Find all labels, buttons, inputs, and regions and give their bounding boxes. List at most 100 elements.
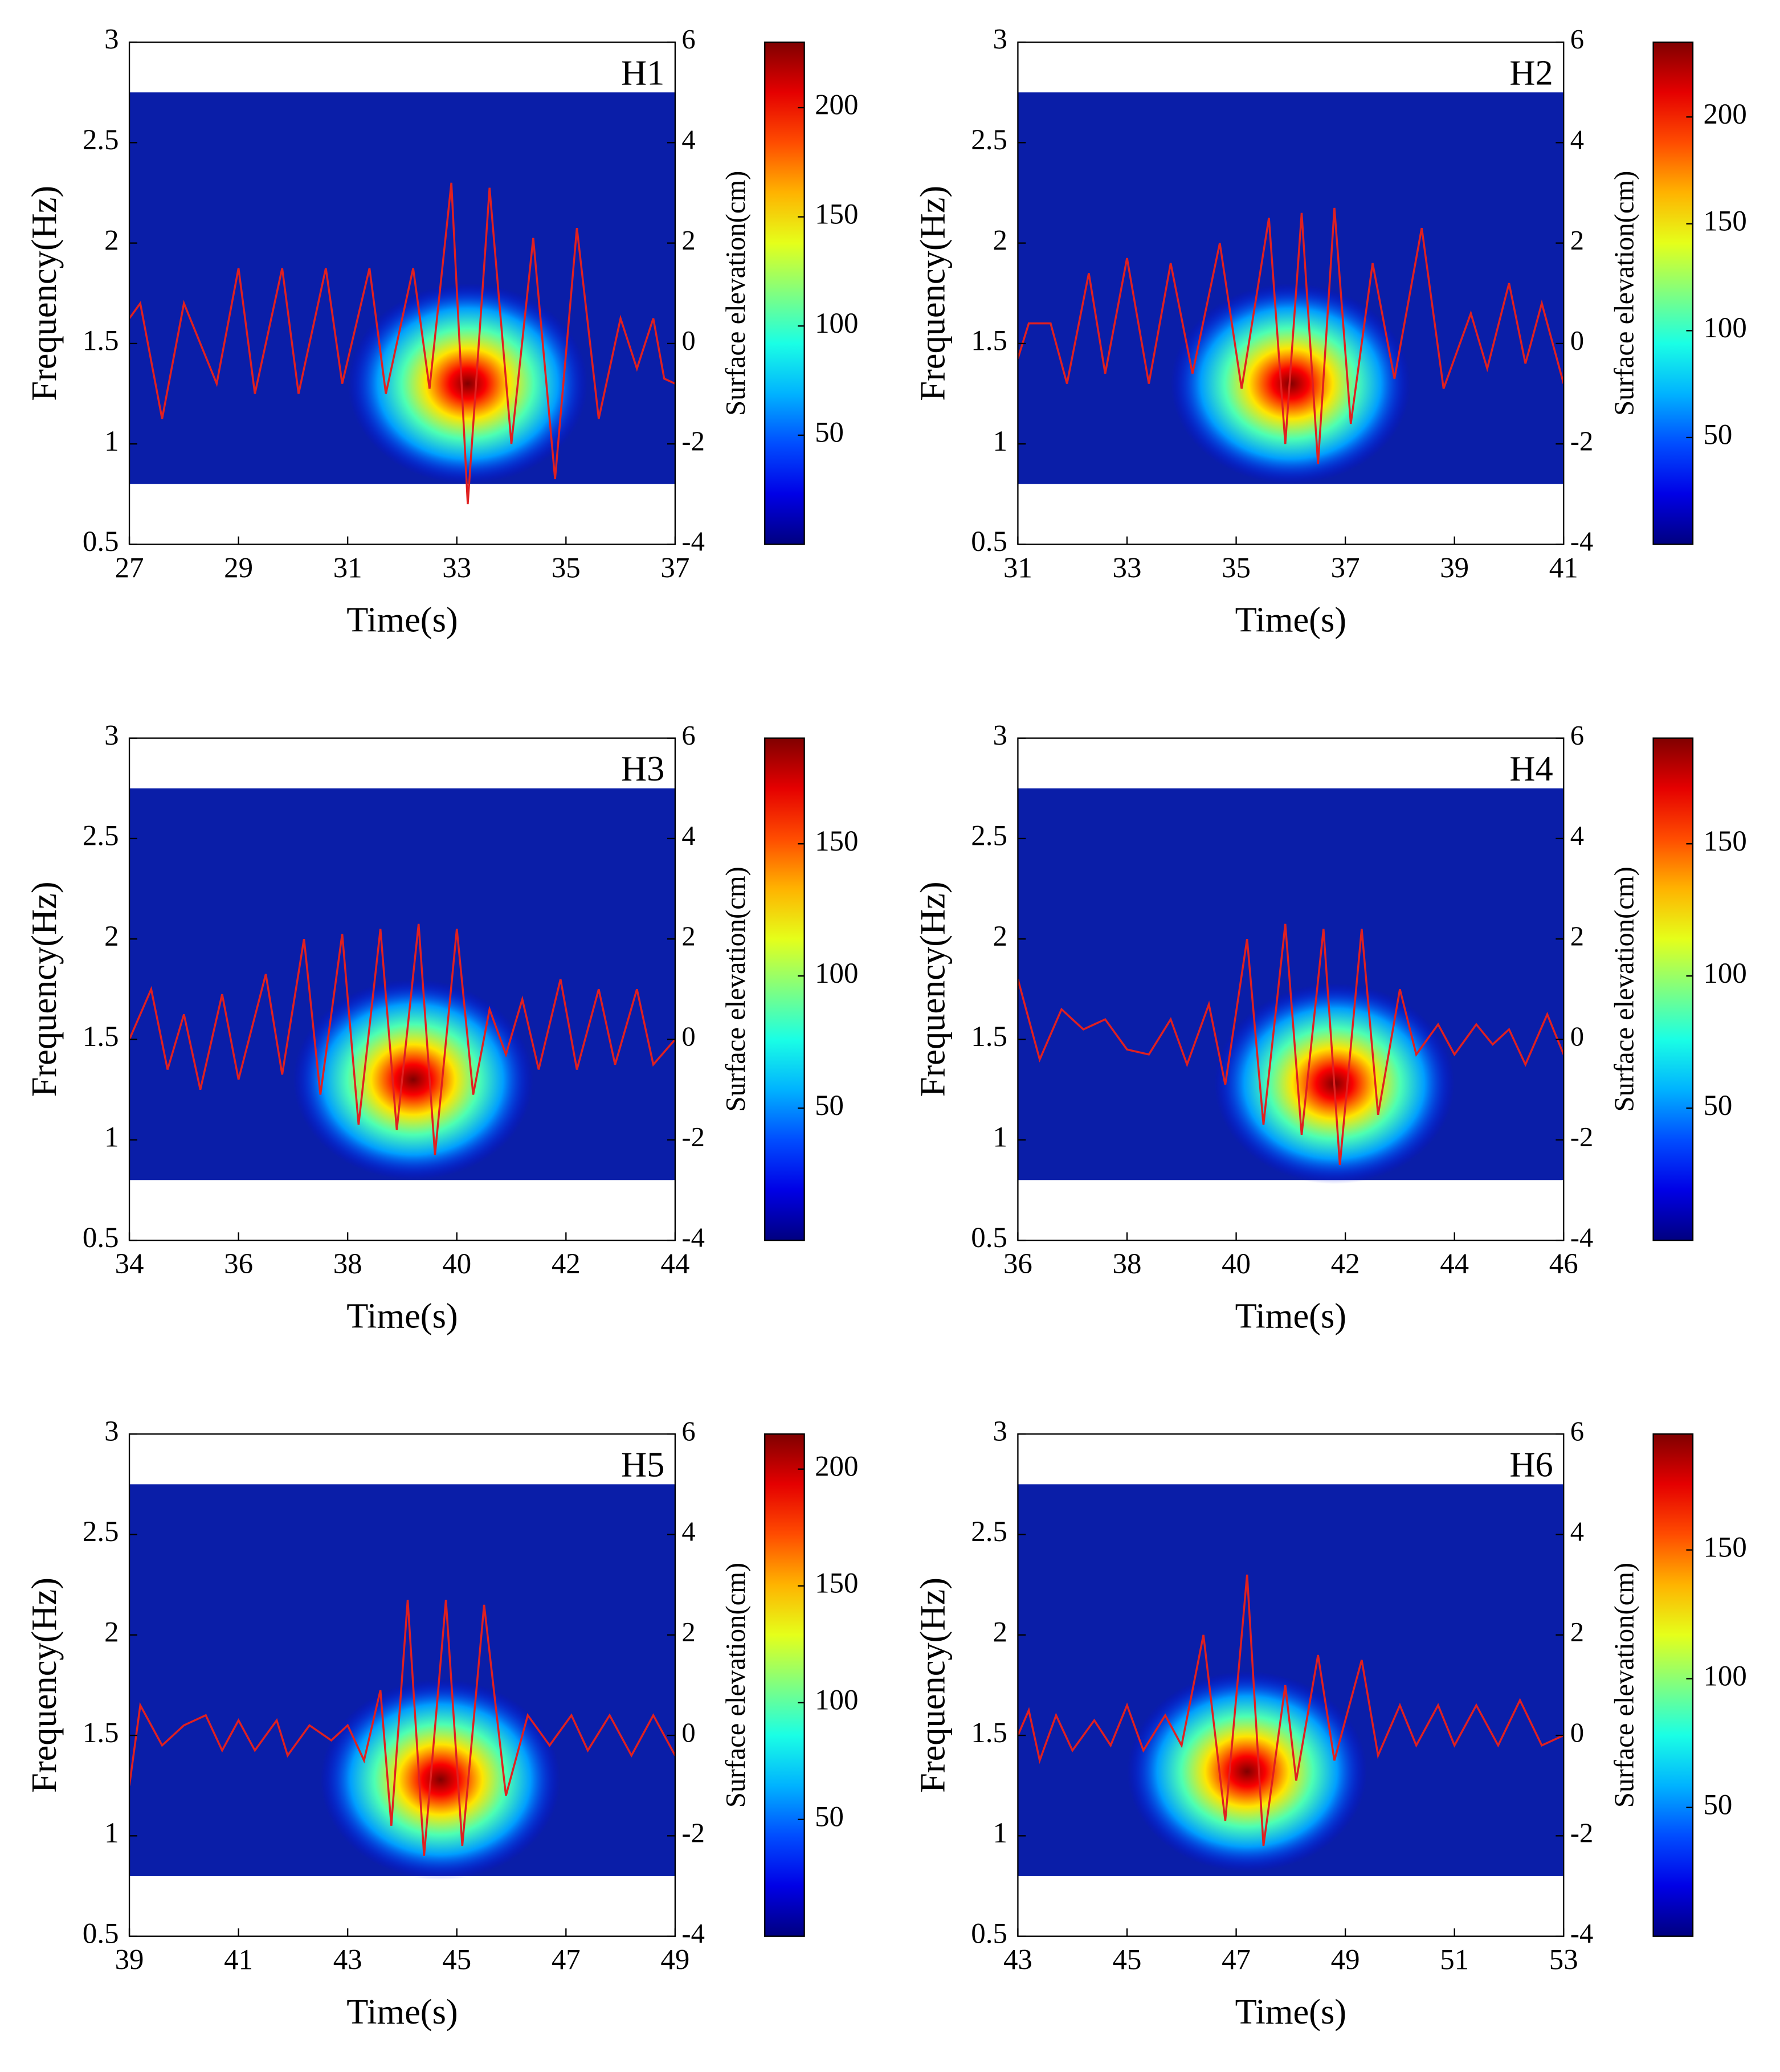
x-tick-label: 44: [660, 1248, 689, 1280]
energy-peak: [293, 979, 533, 1180]
y-tick-label: 1.5: [971, 325, 1007, 357]
y2-tick-label: -4: [1570, 1222, 1593, 1253]
x-tick-label: 45: [1113, 1944, 1142, 1976]
y-tick-label: 3: [993, 1416, 1007, 1448]
y-tick-label: 1.5: [971, 1021, 1007, 1053]
y2-tick-label: 0: [1570, 1021, 1584, 1052]
plot-area: [1018, 788, 1564, 1184]
plot-area: [1018, 92, 1564, 484]
x-tick-label: 34: [115, 1248, 144, 1280]
x-tick-label: 49: [660, 1944, 689, 1976]
x-tick-label: 43: [1003, 1944, 1032, 1976]
y-tick-label: 2.5: [971, 124, 1007, 156]
x-tick-label: 43: [333, 1944, 362, 1976]
x-axis-label: Time(s): [1235, 1992, 1347, 2032]
y-tick-label: 2: [104, 921, 119, 953]
panel-label: H1: [621, 53, 664, 93]
y2-tick-label: -4: [681, 1222, 704, 1253]
x-tick-label: 51: [1440, 1944, 1469, 1976]
y-tick-label: 0.5: [83, 1918, 119, 1950]
colorbar: [764, 41, 805, 545]
y2-tick-label: 4: [1570, 1517, 1584, 1547]
colorbar: [1652, 41, 1694, 545]
y-tick-label: 2.5: [971, 1516, 1007, 1548]
y-tick-label: 3: [993, 720, 1007, 751]
x-axis-label: Time(s): [346, 600, 458, 640]
y2-axis-label: Surface elevation(cm): [1608, 171, 1639, 416]
y-axis-label: Frequency(Hz): [24, 881, 64, 1097]
y2-axis-label: Surface elevation(cm): [1608, 867, 1639, 1111]
y-tick-label: 1: [993, 426, 1007, 457]
y2-tick-label: 6: [681, 720, 695, 751]
y2-tick-label: -4: [681, 526, 704, 557]
y2-tick-label: -2: [1570, 426, 1593, 456]
colorbar: [1652, 1433, 1694, 1937]
colorbar-tick-label: 50: [815, 1090, 844, 1122]
colorbar-tick-label: 100: [815, 1684, 858, 1716]
y-tick-label: 1.5: [83, 1717, 119, 1749]
plot-frame: [1017, 1433, 1565, 1937]
panel-label: H6: [1509, 1445, 1553, 1485]
x-tick-label: 40: [1222, 1248, 1251, 1280]
colorbar-tick-label: 100: [1703, 958, 1746, 990]
y-tick-label: 0.5: [971, 526, 1007, 558]
surface-elevation-line: [1018, 923, 1564, 1166]
x-tick-label: 33: [1113, 552, 1142, 584]
x-tick-label: 42: [552, 1248, 581, 1280]
x-tick-label: 41: [224, 1944, 253, 1976]
y-tick-label: 2.5: [83, 1516, 119, 1548]
plot-frame: [1017, 41, 1565, 545]
y2-tick-label: 6: [681, 24, 695, 55]
y2-axis-label: Surface elevation(cm): [1608, 1563, 1639, 1808]
colorbar-tick-label: 150: [815, 825, 858, 857]
y2-axis-label: Surface elevation(cm): [720, 867, 751, 1111]
y2-tick-label: 2: [1570, 225, 1584, 256]
panel-label: H2: [1509, 53, 1553, 93]
energy-peak: [1126, 1671, 1367, 1872]
colorbar-tick-label: 200: [815, 89, 858, 121]
x-axis-label: Time(s): [1235, 600, 1347, 640]
y2-tick-label: 0: [681, 1717, 695, 1748]
y2-tick-label: 0: [681, 325, 695, 356]
y-tick-label: 2.5: [83, 124, 119, 156]
y2-tick-label: 6: [1570, 1416, 1584, 1446]
y-tick-label: 1.5: [971, 1717, 1007, 1749]
x-axis-label: Time(s): [346, 1295, 458, 1335]
y-tick-label: 2: [993, 1616, 1007, 1648]
plot-area: [129, 92, 675, 505]
y2-tick-label: -4: [1570, 1918, 1593, 1949]
x-tick-label: 53: [1549, 1944, 1578, 1976]
colorbar-tick-label: 100: [1703, 1660, 1746, 1692]
colorbar: [1652, 737, 1694, 1241]
x-tick-label: 49: [1331, 1944, 1360, 1976]
y-tick-label: 1.5: [83, 325, 119, 357]
y2-tick-label: 4: [1570, 124, 1584, 155]
y2-tick-label: -2: [681, 426, 704, 456]
energy-peak: [320, 1679, 561, 1880]
y2-tick-label: 4: [681, 1517, 695, 1547]
plot-frame: [128, 737, 676, 1241]
panel-label: H3: [621, 749, 664, 788]
x-tick-label: 45: [442, 1944, 471, 1976]
colorbar-tick-label: 50: [815, 417, 844, 449]
colorbar-tick-label: 150: [1703, 825, 1746, 857]
y2-tick-label: -2: [681, 1818, 704, 1849]
y2-tick-label: 0: [681, 1021, 695, 1052]
x-tick-label: 36: [1003, 1248, 1032, 1280]
surface-elevation-line: [129, 1599, 675, 1856]
y-tick-label: 3: [104, 24, 119, 56]
colorbar-tick-label: 150: [815, 198, 858, 230]
x-tick-label: 31: [1003, 552, 1032, 584]
y-axis-label: Frequency(Hz): [912, 1578, 952, 1793]
surface-elevation-line: [1018, 207, 1564, 464]
y-tick-label: 1: [993, 1121, 1007, 1153]
y-axis-label: Frequency(Hz): [24, 1578, 64, 1793]
colorbar-tick-label: 200: [1703, 99, 1746, 130]
y-axis-label: Frequency(Hz): [912, 881, 952, 1097]
y-tick-label: 0.5: [83, 526, 119, 558]
colorbar-tick-label: 100: [815, 958, 858, 990]
y-tick-label: 2: [104, 224, 119, 256]
y2-tick-label: -2: [1570, 1122, 1593, 1153]
y2-tick-label: 6: [1570, 720, 1584, 751]
x-tick-label: 31: [333, 552, 362, 584]
